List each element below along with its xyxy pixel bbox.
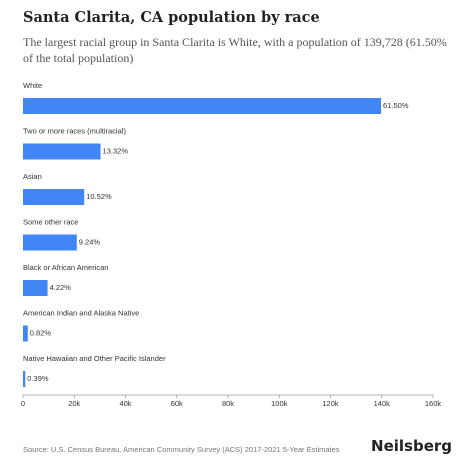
bar: [23, 98, 382, 114]
x-tick-label: 80k: [222, 399, 234, 408]
brand-logo: Neilsberg: [371, 437, 452, 455]
x-tick-label: 160k: [425, 399, 442, 408]
bar: [23, 280, 48, 296]
bar: [23, 325, 28, 342]
x-tick-label: 0: [21, 399, 25, 408]
x-tick-label: 60k: [171, 399, 183, 408]
value-label: 9.24%: [79, 237, 101, 246]
category-label: Two or more races (multiracial): [23, 126, 126, 135]
category-label: Black or African American: [23, 263, 108, 272]
source-note: Source: U.S. Census Bureau, American Com…: [23, 445, 340, 454]
chart-subtitle: The largest racial group in Santa Clarit…: [23, 35, 447, 65]
value-label: 0.82%: [30, 328, 52, 337]
category-label: Native Hawaiian and Other Pacific Island…: [23, 354, 166, 363]
chart: 0 20k 40k 60k 80k 100k 120k 140k 160k White 61.50%…: [21, 81, 442, 408]
value-label: 4.22%: [50, 283, 72, 292]
x-tick-label: 140k: [374, 399, 391, 408]
bar: [23, 143, 101, 160]
category-label: Asian: [23, 172, 42, 181]
category-label: White: [23, 81, 42, 90]
bar: [23, 189, 85, 205]
x-tick-label: 120k: [322, 399, 339, 408]
value-label: 61.50%: [383, 101, 409, 110]
x-tick-label: 100k: [271, 399, 288, 408]
value-label: 10.52%: [86, 192, 112, 201]
x-tick-label: 20k: [68, 399, 80, 408]
chart-title: Santa Clarita, CA population by race: [23, 9, 320, 26]
bar: [23, 234, 77, 251]
bar: [23, 371, 26, 387]
category-label: American Indian and Alaska Native: [23, 308, 139, 317]
category-label: Some other race: [23, 217, 78, 226]
x-tick-label: 40k: [119, 399, 131, 408]
value-label: 13.32%: [103, 146, 129, 155]
value-label: 0.39%: [27, 374, 49, 383]
